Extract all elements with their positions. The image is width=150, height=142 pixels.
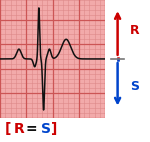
Text: S: S — [130, 80, 139, 93]
Text: S: S — [40, 122, 51, 136]
Text: =: = — [26, 122, 37, 136]
Text: R: R — [14, 122, 24, 136]
Text: [: [ — [4, 122, 11, 136]
Text: ]: ] — [51, 122, 57, 136]
Text: R: R — [130, 24, 139, 36]
